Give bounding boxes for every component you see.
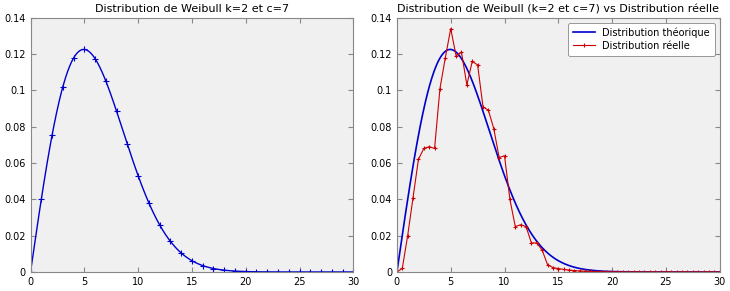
Distribution réelle [463, 83, 472, 87]
Distribution théorique [539, 247, 548, 251]
Distribution réelle [511, 225, 520, 228]
Distribution théorique [583, 268, 592, 272]
Distribution théorique [450, 49, 459, 53]
Title: Distribution de Weibull (k=2 et c=7) vs Distribution réelle: Distribution de Weibull (k=2 et c=7) vs … [397, 4, 719, 14]
Distribution réelle [473, 63, 482, 67]
Distribution réelle [446, 27, 455, 30]
Distribution réelle [591, 270, 600, 273]
Distribution théorique [446, 48, 455, 51]
Distribution théorique [476, 102, 485, 106]
Title: Distribution de Weibull k=2 et c=7: Distribution de Weibull k=2 et c=7 [95, 4, 289, 14]
Distribution théorique [715, 270, 724, 274]
Line: Distribution réelle: Distribution réelle [394, 26, 722, 274]
Distribution réelle [570, 269, 579, 272]
Distribution théorique [393, 270, 402, 274]
Line: Distribution théorique: Distribution théorique [397, 49, 720, 272]
Distribution théorique [636, 270, 645, 274]
Distribution réelle [677, 270, 686, 274]
Distribution théorique [609, 270, 618, 273]
Legend: Distribution théorique, Distribution réelle: Distribution théorique, Distribution rée… [569, 23, 715, 56]
Distribution réelle [715, 270, 724, 274]
Distribution réelle [393, 270, 402, 274]
